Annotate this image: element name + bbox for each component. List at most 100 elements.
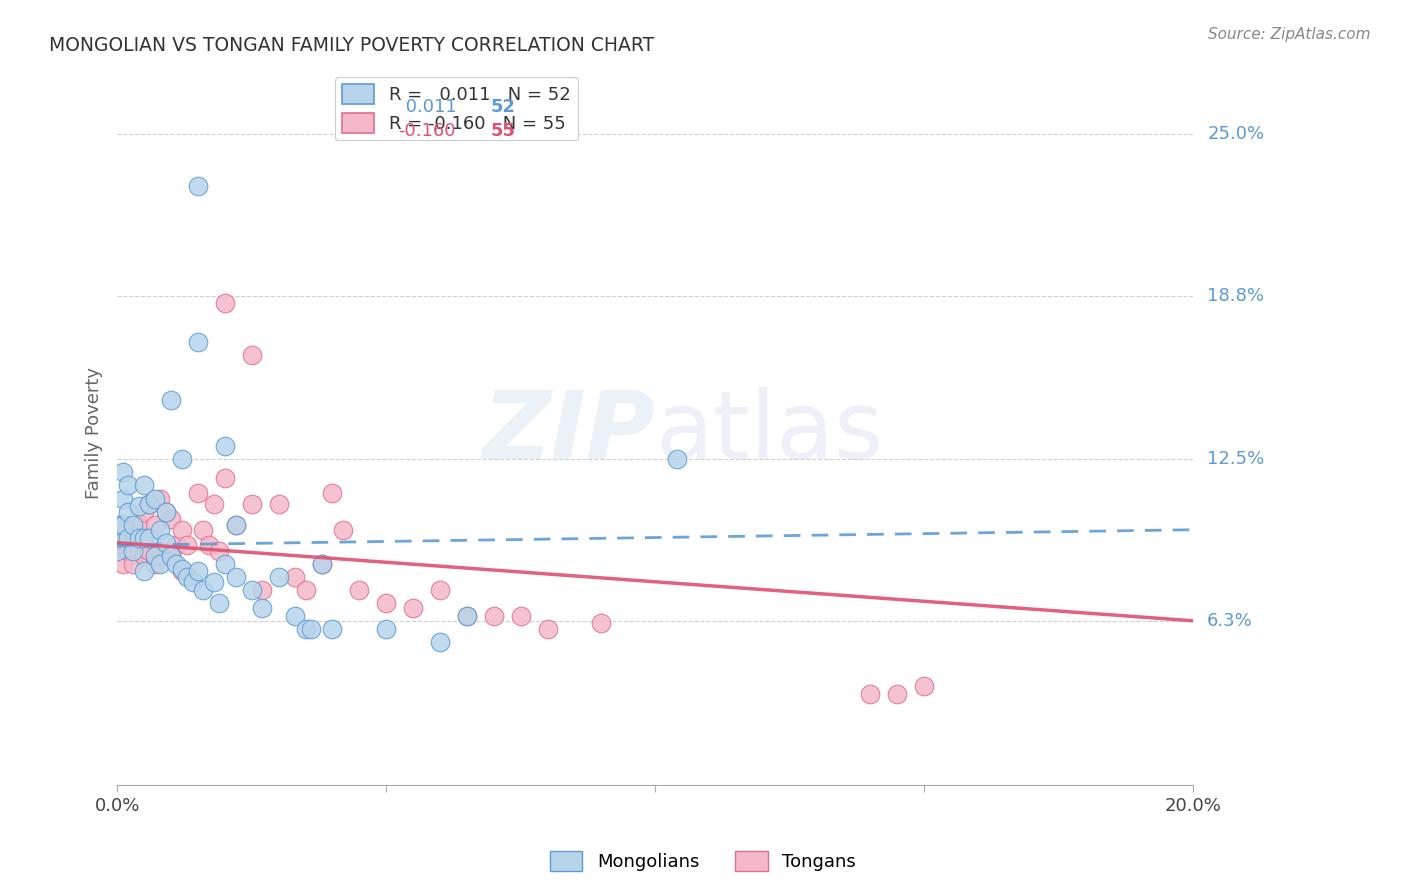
Point (117, 543, 139, 558)
Point (122, 531, 145, 545)
Point (225, 569, 247, 583)
Text: 18.8%: 18.8% (1208, 286, 1264, 304)
Point (117, 517, 139, 532)
Point (402, 600, 425, 615)
Point (267, 497, 290, 511)
Point (160, 549, 183, 563)
Point (149, 557, 172, 571)
Text: -0.160: -0.160 (398, 122, 456, 140)
Point (117, 478, 139, 492)
Point (105, 531, 128, 545)
Point (912, 679, 935, 693)
Point (143, 517, 166, 532)
Point (193, 523, 215, 537)
Point (105, 517, 128, 532)
Point (128, 531, 150, 545)
Point (149, 523, 172, 537)
Point (252, 582, 274, 597)
Point (214, 296, 236, 310)
Point (284, 608, 307, 623)
Point (187, 486, 209, 500)
Text: 55: 55 (491, 122, 516, 140)
Point (117, 531, 139, 545)
Point (225, 517, 247, 532)
Point (267, 569, 290, 583)
Point (240, 348, 263, 362)
Point (208, 596, 231, 610)
Point (155, 504, 177, 518)
Point (332, 523, 354, 537)
Legend: R =   0.011   N = 52, R = -0.160   N = 55: R = 0.011 N = 52, R = -0.160 N = 55 (335, 77, 578, 140)
Point (132, 565, 155, 579)
Point (143, 491, 166, 506)
Point (375, 622, 398, 636)
Point (225, 517, 247, 532)
Legend: Mongolians, Tongans: Mongolians, Tongans (543, 844, 863, 879)
Point (117, 504, 139, 518)
Point (122, 543, 145, 558)
Y-axis label: Family Poverty: Family Poverty (86, 368, 103, 500)
Point (240, 582, 263, 597)
Point (155, 535, 177, 549)
Point (181, 574, 204, 589)
Text: atlas: atlas (655, 387, 883, 480)
Point (202, 497, 225, 511)
Point (160, 512, 183, 526)
Point (321, 622, 343, 636)
Point (149, 491, 172, 506)
Point (132, 478, 155, 492)
Point (170, 565, 193, 579)
Point (155, 504, 177, 518)
Point (160, 392, 183, 407)
Point (170, 523, 193, 537)
Point (214, 440, 236, 454)
Point (311, 557, 333, 571)
Point (128, 500, 150, 514)
Point (349, 582, 371, 597)
Point (859, 687, 882, 701)
Point (456, 608, 478, 623)
Point (176, 538, 198, 552)
Point (128, 543, 150, 558)
Point (240, 497, 263, 511)
Point (294, 582, 316, 597)
Point (252, 600, 274, 615)
Point (165, 557, 187, 571)
Point (509, 608, 531, 623)
Text: 12.5%: 12.5% (1208, 450, 1264, 468)
Text: 52: 52 (491, 98, 516, 116)
Point (214, 557, 236, 571)
Point (214, 471, 236, 485)
Point (311, 557, 333, 571)
Text: 0.011: 0.011 (401, 98, 457, 116)
Point (193, 582, 215, 597)
Point (375, 596, 398, 610)
Point (132, 504, 155, 518)
Text: 25.0%: 25.0% (1208, 125, 1264, 144)
Point (187, 565, 209, 579)
Point (143, 557, 166, 571)
Point (143, 549, 166, 563)
Point (138, 497, 160, 511)
Point (321, 486, 343, 500)
Point (299, 622, 322, 636)
Point (208, 543, 231, 558)
Point (155, 549, 177, 563)
Point (105, 517, 128, 532)
Point (165, 538, 187, 552)
Point (456, 608, 478, 623)
Point (111, 517, 134, 532)
Point (111, 557, 134, 571)
Point (294, 622, 316, 636)
Point (105, 538, 128, 552)
Point (111, 491, 134, 506)
Point (591, 616, 613, 631)
Point (202, 574, 225, 589)
Point (138, 543, 160, 558)
Point (537, 622, 560, 636)
Point (122, 517, 145, 532)
Text: 6.3%: 6.3% (1208, 612, 1253, 630)
Point (187, 335, 209, 350)
Point (132, 549, 155, 563)
Text: Source: ZipAtlas.com: Source: ZipAtlas.com (1208, 27, 1371, 42)
